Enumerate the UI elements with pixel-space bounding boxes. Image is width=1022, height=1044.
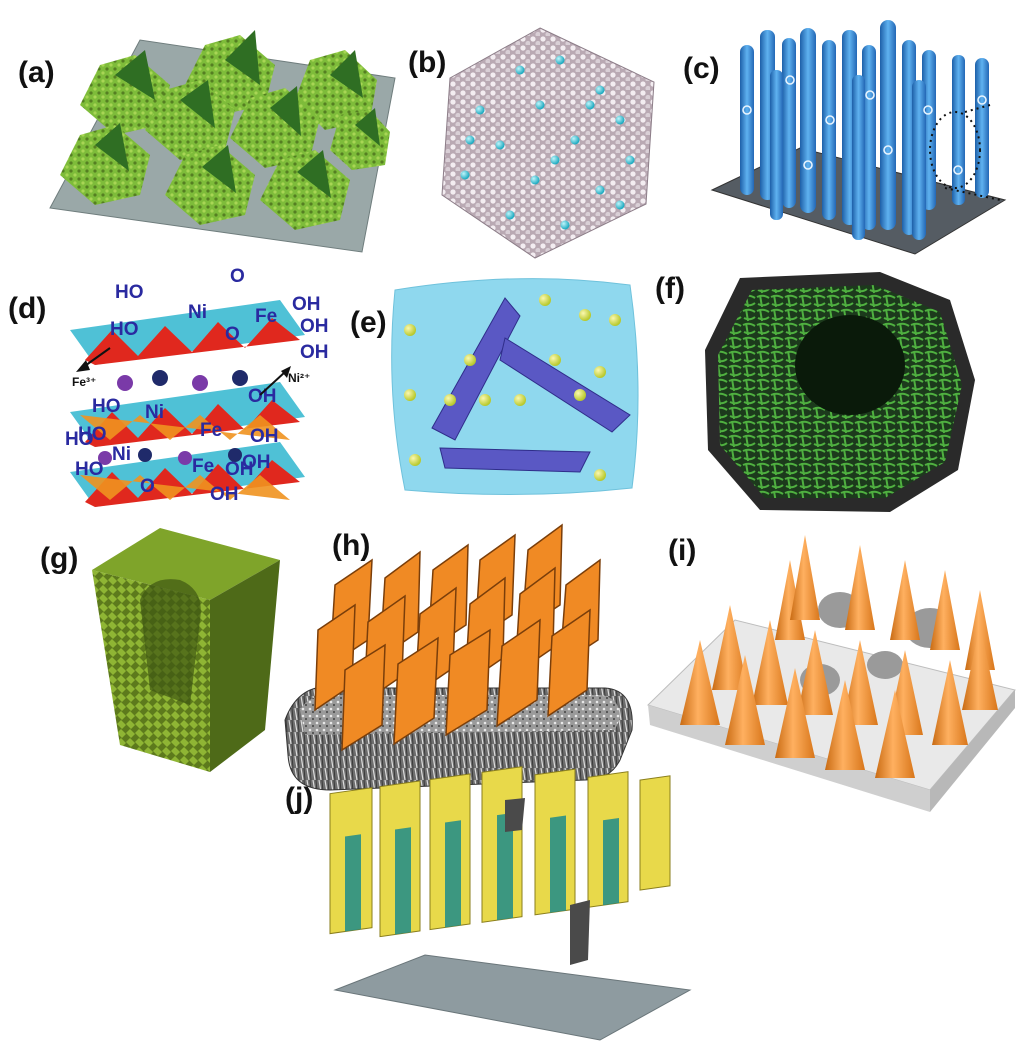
- svg-text:O: O: [230, 266, 245, 287]
- panel-g: (g): [40, 528, 280, 772]
- svg-text:OH: OH: [250, 426, 279, 447]
- yellow-teal-nanosheets: [329, 766, 671, 965]
- panel-label-c: (c): [683, 52, 720, 85]
- svg-text:HO: HO: [115, 282, 144, 303]
- panel-e: (e): [350, 278, 639, 496]
- svg-text:OH: OH: [300, 316, 329, 337]
- svg-text:HO: HO: [78, 424, 107, 445]
- cyan-dopant-atoms: [460, 55, 635, 230]
- cube-side: [210, 560, 280, 772]
- panel-label-b: (b): [408, 46, 446, 79]
- panel-label-d: (d): [8, 292, 46, 325]
- panel-d: HO O Ni Fe OH OH HO O OH HO Ni OH HO Fe …: [8, 266, 329, 507]
- svg-text:HO: HO: [65, 429, 94, 450]
- panel-label-g: (g): [40, 542, 78, 575]
- purple-nanosheets: [431, 297, 631, 473]
- panel-i: (i): [647, 534, 1016, 812]
- orange-nanosheets: [314, 523, 601, 752]
- gray-substrate: [333, 954, 692, 1041]
- hollow-opening: [140, 579, 201, 705]
- blue-droplet: [391, 278, 639, 496]
- panel-f: (f): [655, 272, 975, 512]
- svg-text:O: O: [225, 324, 240, 345]
- ion-right-label: Ni²⁺: [288, 371, 310, 385]
- svg-text:HO: HO: [75, 459, 104, 480]
- svg-text:HO: HO: [110, 319, 139, 340]
- svg-text:OH: OH: [242, 452, 271, 473]
- svg-text:Fe: Fe: [200, 420, 222, 441]
- svg-text:HO: HO: [92, 396, 121, 417]
- ldh-layers: [70, 300, 305, 507]
- green-flower-clusters: [60, 30, 390, 230]
- svg-text:OH: OH: [210, 484, 239, 505]
- svg-text:Fe: Fe: [255, 306, 277, 327]
- nanorod-highlight-rings: [742, 75, 987, 175]
- svg-text:Ni: Ni: [145, 402, 164, 423]
- panel-label-f: (f): [655, 272, 685, 305]
- ion-left-label: Fe³⁺: [72, 375, 96, 389]
- panel-label-h: (h): [332, 529, 370, 562]
- svg-text:Ni: Ni: [112, 444, 131, 465]
- panel-label-j: (j): [285, 782, 313, 815]
- panel-label-a: (a): [18, 56, 55, 89]
- yellow-nanoparticles: [404, 294, 621, 481]
- ion-exchange-arrows: Fe³⁺ Ni²⁺: [72, 347, 310, 396]
- svg-text:Fe: Fe: [192, 456, 214, 477]
- hollow-core: [795, 315, 905, 415]
- svg-text:OH: OH: [225, 459, 254, 480]
- interlayer-anions: [98, 370, 248, 465]
- panel-a: (a): [18, 30, 396, 253]
- panel-j: (j): [285, 766, 692, 1041]
- panel-b: (b): [408, 27, 655, 259]
- panel-label-e: (e): [350, 306, 387, 339]
- svg-text:Ni: Ni: [188, 302, 207, 323]
- svg-text:OH: OH: [248, 386, 277, 407]
- ldh-atom-labels: HO O Ni Fe OH OH HO O OH HO Ni OH HO Fe …: [65, 266, 329, 505]
- cube-top: [92, 528, 280, 600]
- zoom-dotted-outline: [929, 104, 1001, 201]
- svg-text:OH: OH: [292, 294, 321, 315]
- svg-text:OH: OH: [300, 342, 329, 363]
- panel-h: (h): [284, 523, 633, 791]
- orange-nanocones: [680, 535, 998, 778]
- panel-c: (c): [683, 20, 1007, 255]
- svg-text:O: O: [140, 476, 155, 497]
- hexagonal-lattice-sheet: [441, 27, 655, 259]
- panel-label-i: (i): [668, 534, 696, 567]
